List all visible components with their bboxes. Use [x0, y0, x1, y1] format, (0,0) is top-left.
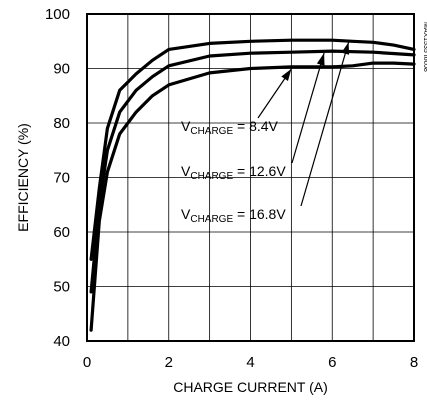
y-tick-label: 40: [53, 333, 70, 350]
x-axis-label: CHARGE CURRENT (A): [173, 379, 328, 395]
y-tick-label: 60: [53, 224, 70, 241]
annotation-arrow-head: [281, 68, 292, 82]
series-line-2: [89, 49, 416, 294]
y-tick-label: 80: [53, 115, 70, 132]
annotation-arrow-shaft: [300, 41, 350, 207]
plot-frame: [86, 13, 415, 342]
y-tick-labels: 40 50 60 70 80 90 100: [45, 6, 70, 350]
x-tick-label: 0: [83, 354, 91, 371]
x-tick-labels: 0 2 4 6 8: [83, 354, 418, 371]
y-tick-label: 70: [53, 170, 70, 187]
x-tick-label: 8: [410, 354, 418, 371]
y-axis-label: EFFICIENCY (%): [15, 123, 31, 232]
y-tick-label: 50: [53, 279, 70, 296]
series-annotation-label: VCHARGE = 16.8V: [181, 206, 286, 225]
x-tick-label: 2: [165, 354, 173, 371]
x-tick-label: 6: [328, 354, 336, 371]
annotation-arrow-shaft: [291, 52, 325, 164]
x-tick-label: 4: [246, 354, 254, 371]
series-lines: [89, 38, 416, 332]
series-annotation-label: VCHARGE = 12.6V: [181, 163, 286, 182]
series-line-3: [89, 61, 416, 332]
figure-id: MAX1535 toc08: [422, 22, 427, 72]
y-tick-label: 90: [53, 61, 70, 78]
annotation-arrow-head: [341, 42, 350, 55]
y-tick-label: 100: [45, 6, 70, 23]
series-annotation-label: VCHARGE = 8.4V: [181, 118, 279, 137]
annotation-arrow-head: [316, 53, 325, 66]
series-line-1: [89, 38, 416, 261]
series-annotations: VCHARGE = 8.4V VCHARGE = 12.6V VCHARGE = 1…: [181, 41, 350, 225]
